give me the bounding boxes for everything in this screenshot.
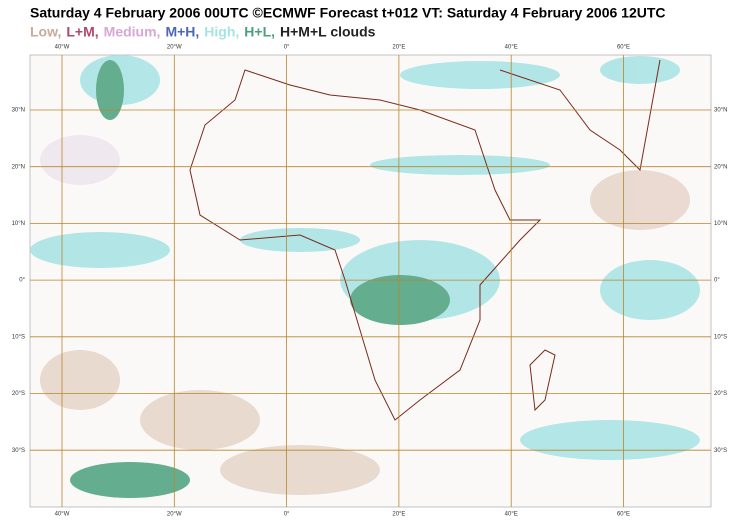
legend-entry: L+M,: [66, 24, 98, 40]
lon-label-bottom: 0°: [284, 512, 290, 518]
lon-label-top: 20°W: [167, 45, 182, 51]
lat-label-left: 10°N: [12, 221, 25, 227]
lat-label-right: 0°: [714, 278, 720, 284]
lat-label-left: 10°S: [12, 334, 25, 340]
lon-label-bottom: 60°E: [617, 512, 630, 518]
legend: Low, L+M, Medium, M+H, High, H+L, H+M+L clouds: [30, 24, 376, 40]
lat-label-left: 30°S: [12, 448, 25, 454]
lat-label-left: 20°N: [12, 164, 25, 170]
coordinate-labels: 40°W 40°W 20°W 20°W 0° 0° 20°E 20°E 40°E 40°E 60°E…: [12, 45, 728, 518]
lon-label-bottom: 40°E: [505, 512, 518, 518]
legend-entry: H+L,: [244, 24, 275, 40]
lat-label-right: 20°N: [714, 164, 727, 170]
lon-label-top: 40°W: [55, 45, 70, 51]
lon-label-bottom: 20°W: [167, 512, 182, 518]
lat-label-right: 30°S: [714, 448, 727, 454]
lat-label-right: 20°S: [714, 391, 727, 397]
legend-entry: Low,: [30, 24, 61, 40]
lat-label-left: 0°: [19, 278, 25, 284]
lon-label-top: 0°: [284, 45, 290, 51]
lat-label-left: 20°S: [12, 391, 25, 397]
lon-label-bottom: 40°W: [55, 512, 70, 518]
lat-label-right: 30°N: [714, 108, 727, 114]
lon-label-top: 40°E: [505, 45, 518, 51]
lon-label-top: 60°E: [617, 45, 630, 51]
map-area: [29, 54, 712, 508]
lon-label-top: 20°E: [392, 45, 405, 51]
legend-entry: High,: [204, 24, 239, 40]
lat-label-right: 10°N: [714, 221, 727, 227]
lat-label-right: 10°S: [714, 334, 727, 340]
lat-label-left: 30°N: [12, 108, 25, 114]
lon-label-bottom: 20°E: [392, 512, 405, 518]
legend-entry: H+M+L clouds: [280, 24, 376, 40]
title: Saturday 4 February 2006 00UTC ©ECMWF Fo…: [30, 5, 666, 21]
legend-entry: Medium,: [104, 24, 161, 40]
legend-entry: M+H,: [165, 24, 199, 40]
